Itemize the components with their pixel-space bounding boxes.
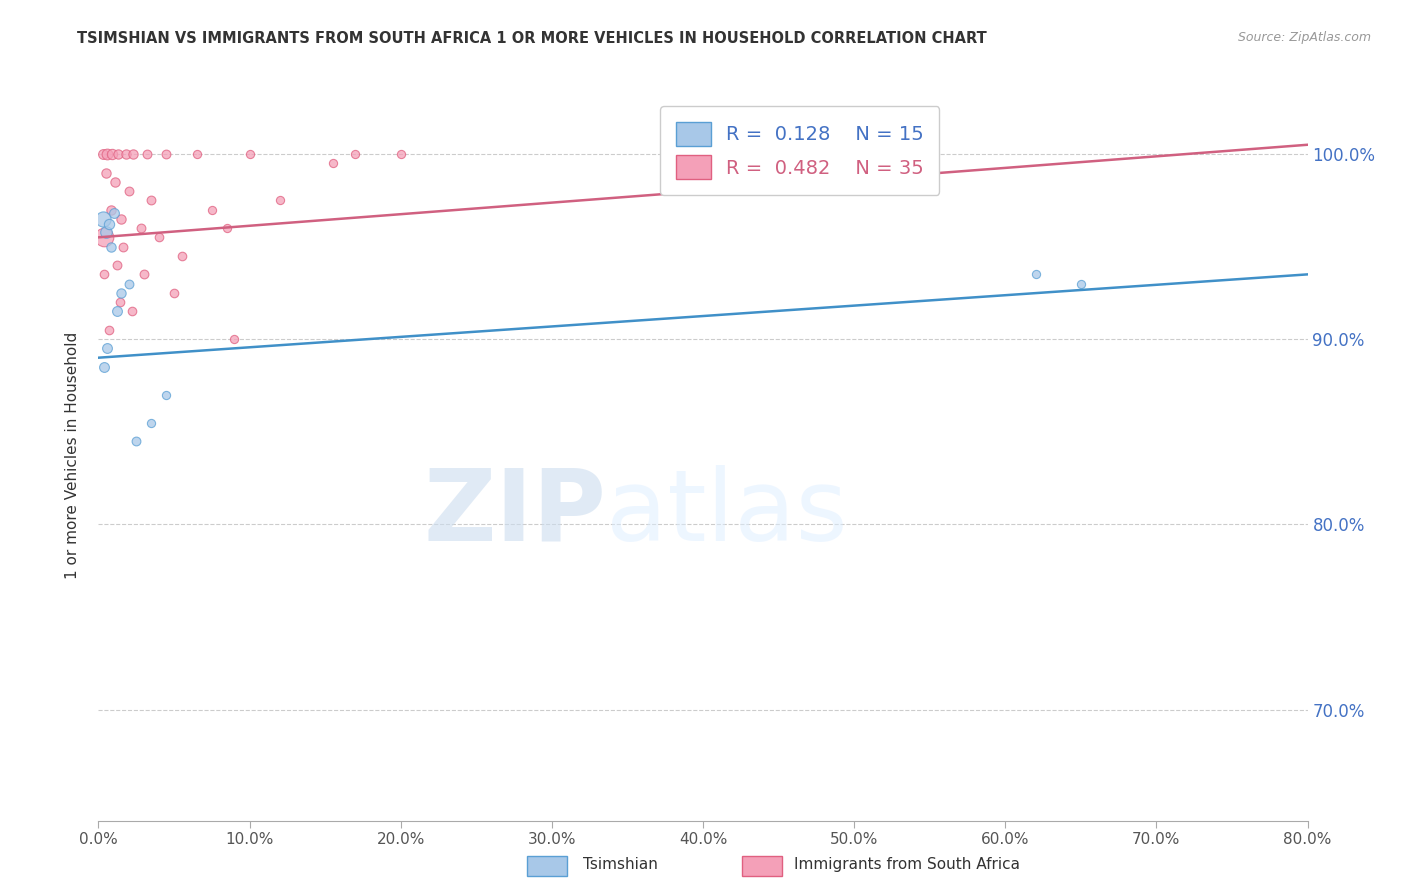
Point: [98, 218, 121, 232]
Point: [91, 147, 114, 161]
Point: [170, 249, 193, 263]
Point: [121, 304, 143, 318]
Point: [104, 175, 127, 189]
Point: [103, 206, 125, 220]
Point: [389, 147, 412, 161]
Point: [94, 225, 117, 239]
Point: [91, 211, 114, 226]
Point: [344, 147, 367, 161]
Point: [110, 285, 132, 300]
Point: [107, 147, 129, 161]
Point: [129, 221, 152, 235]
Point: [118, 184, 141, 198]
Point: [105, 304, 128, 318]
Y-axis label: 1 or more Vehicles in Household: 1 or more Vehicles in Household: [65, 331, 80, 579]
Text: atlas: atlas: [606, 465, 848, 562]
Point: [186, 147, 208, 161]
Point: [132, 268, 155, 282]
Point: [98, 323, 121, 337]
Text: Immigrants from South Africa: Immigrants from South Africa: [794, 857, 1021, 872]
Point: [163, 285, 186, 300]
Point: [100, 239, 122, 253]
Point: [155, 147, 177, 161]
Point: [135, 147, 157, 161]
Point: [114, 147, 136, 161]
Point: [93, 268, 115, 282]
Point: [110, 211, 132, 226]
Point: [125, 434, 148, 448]
Point: [111, 239, 134, 253]
Point: [141, 194, 163, 208]
Point: [94, 165, 117, 179]
Point: [1070, 277, 1092, 291]
Point: [96, 342, 118, 356]
Point: [100, 202, 122, 217]
Point: [93, 359, 115, 374]
Point: [101, 147, 124, 161]
Text: Source: ZipAtlas.com: Source: ZipAtlas.com: [1237, 31, 1371, 45]
Point: [141, 416, 163, 430]
Point: [201, 202, 224, 217]
Point: [93, 230, 115, 244]
Text: ZIP: ZIP: [423, 465, 606, 562]
Point: [108, 295, 131, 310]
Point: [105, 258, 128, 272]
Point: [322, 156, 344, 170]
Point: [224, 332, 246, 346]
Point: [239, 147, 262, 161]
Text: TSIMSHIAN VS IMMIGRANTS FROM SOUTH AFRICA 1 OR MORE VEHICLES IN HOUSEHOLD CORREL: TSIMSHIAN VS IMMIGRANTS FROM SOUTH AFRIC…: [77, 31, 987, 46]
Point: [269, 194, 291, 208]
Point: [155, 388, 177, 402]
Point: [96, 147, 118, 161]
Text: Tsimshian: Tsimshian: [583, 857, 658, 872]
Point: [148, 230, 170, 244]
Point: [122, 147, 145, 161]
Point: [118, 277, 141, 291]
Point: [215, 221, 238, 235]
Point: [1024, 268, 1046, 282]
Legend: R =  0.128    N = 15, R =  0.482    N = 35: R = 0.128 N = 15, R = 0.482 N = 35: [659, 106, 939, 194]
